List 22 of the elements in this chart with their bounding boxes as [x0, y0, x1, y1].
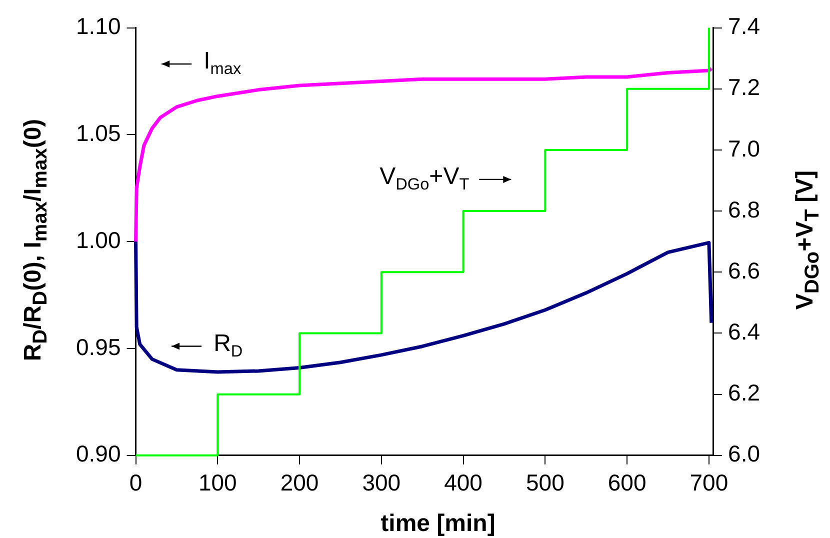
y2-tick-label: 6.8: [728, 196, 760, 222]
y2-tick-label: 7.4: [728, 13, 760, 40]
x-tick-label: 700: [690, 470, 728, 496]
y2-tick-label: 7.2: [728, 74, 760, 100]
y-tick-label: 0.95: [76, 334, 121, 360]
x-tick-label: 500: [526, 470, 564, 496]
x-tick-label: 400: [444, 470, 482, 496]
y-tick-label: 1.00: [76, 226, 121, 253]
x-tick-label: 600: [608, 470, 646, 496]
x-tick-label: 0: [129, 470, 142, 496]
x-tick-label: 300: [362, 470, 401, 496]
y2-tick-label: 6.6: [728, 257, 760, 284]
y-tick-label: 0.90: [76, 440, 121, 467]
y-tick-label: 1.05: [76, 120, 121, 146]
y2-tick-label: 6.0: [728, 440, 760, 467]
y2-tick-label: 7.0: [728, 135, 760, 162]
y-tick-label: 1.10: [76, 13, 121, 40]
x-tick-label: 100: [198, 470, 237, 496]
y2-tick-label: 6.2: [728, 380, 760, 406]
x-tick-label: 200: [280, 470, 319, 496]
x-axis-title: time [min]: [380, 510, 496, 538]
y2-tick-label: 6.4: [728, 318, 760, 345]
